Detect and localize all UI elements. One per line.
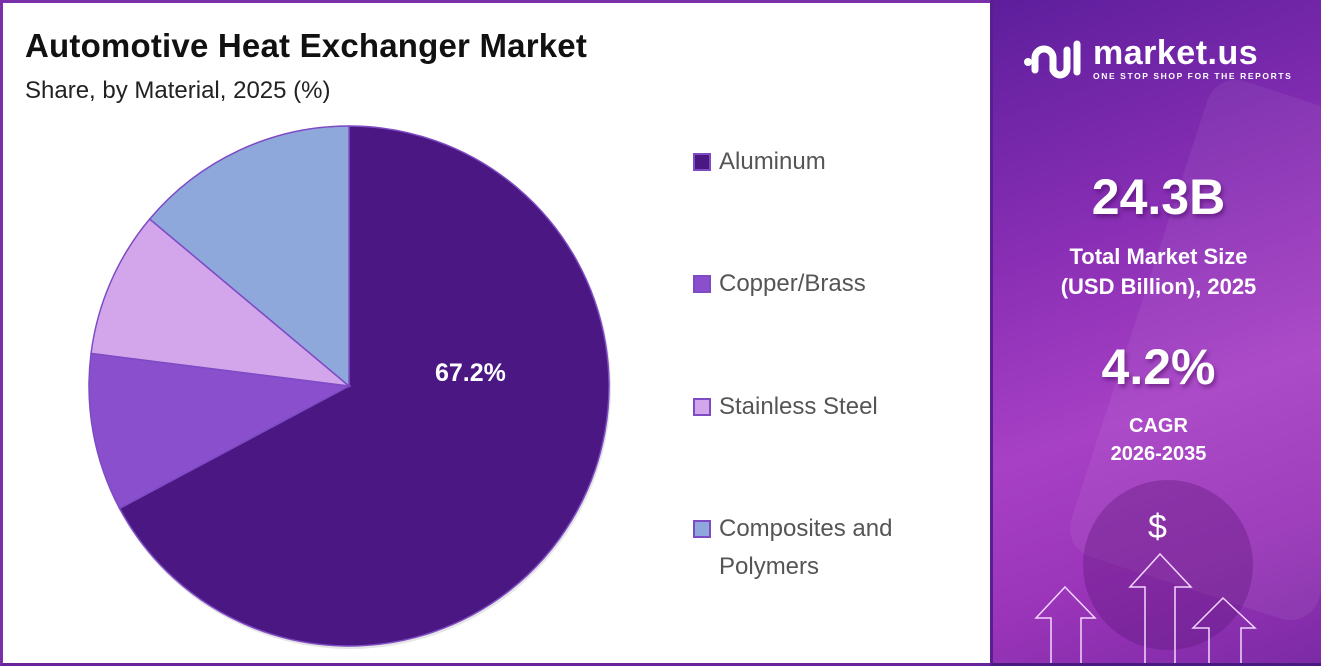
legend-item-composites-polymers: Composites and Polymers — [693, 513, 943, 586]
pie-slice-copper-brass — [88, 352, 352, 510]
pie-slice-aluminum — [118, 125, 610, 647]
pie-slice-label-aluminum: 67.2% — [435, 359, 506, 387]
growth-arrows-icon — [1034, 552, 1257, 663]
market-size-value: 24.3B — [1091, 169, 1226, 225]
legend-item-stainless-steel: Stainless Steel — [693, 391, 973, 426]
logo-name: market.us — [1093, 34, 1259, 72]
legend-label: Stainless Steel — [719, 393, 878, 420]
chart-title: Automotive Heat Exchanger Market — [25, 27, 588, 64]
legend-swatch-icon — [693, 153, 711, 171]
dollar-icon: $ — [1148, 508, 1167, 546]
pie-slice-composites-and-polymers — [148, 125, 350, 388]
market-size-label-line1: Total Market Size — [1069, 244, 1248, 269]
market-size-label-line2: (USD Billion), 2025 — [1060, 274, 1257, 299]
market-us-logo-icon — [1024, 40, 1081, 79]
cagr-value: 4.2% — [1101, 339, 1216, 395]
legend-swatch-icon — [693, 398, 711, 416]
background-decoration — [1083, 480, 1253, 650]
legend-label: Copper/Brass — [719, 270, 866, 297]
legend-label: Composites and Polymers — [719, 515, 893, 580]
legend-item-aluminum: Aluminum — [693, 146, 973, 181]
legend-swatch-icon — [693, 520, 711, 538]
logo-tagline: ONE STOP SHOP FOR THE REPORTS — [1093, 71, 1293, 81]
pie-slice-stainless-steel — [90, 217, 352, 388]
legend-item-copper-brass: Copper/Brass — [693, 268, 973, 303]
legend-swatch-icon — [693, 275, 711, 293]
market-us-logo: market.us ONE STOP SHOP FOR THE REPORTS — [1023, 36, 1292, 82]
pie-chart-svg — [88, 125, 611, 649]
summary-sidebar: market.us ONE STOP SHOP FOR THE REPORTS … — [990, 0, 1321, 666]
chart-panel: Automotive Heat Exchanger Market Share, … — [0, 0, 990, 666]
pie-chart: 67.2% — [3, 3, 703, 666]
cagr-period: 2026-2035 — [1110, 443, 1207, 465]
chart-subtitle: Share, by Material, 2025 (%) — [25, 77, 331, 104]
legend-label: Aluminum — [719, 148, 826, 175]
cagr-label: CAGR — [1129, 415, 1188, 437]
